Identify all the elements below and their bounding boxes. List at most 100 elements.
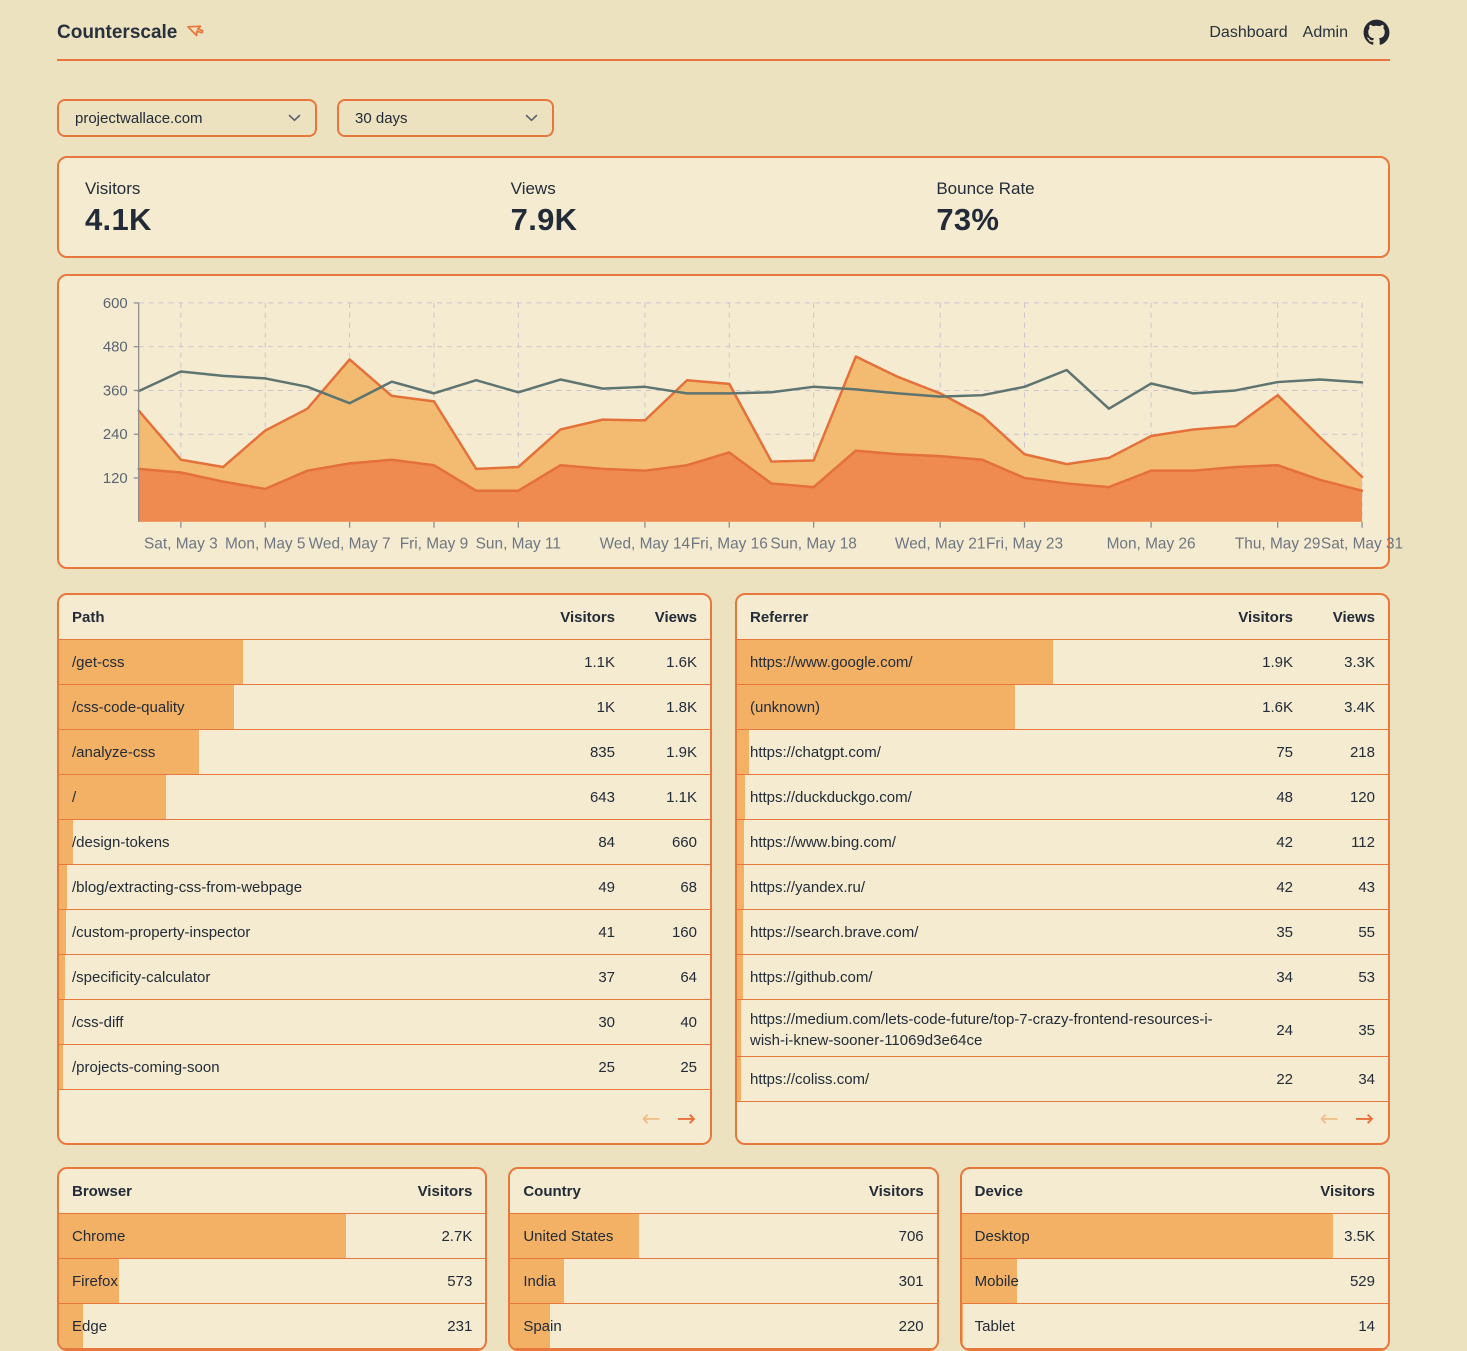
next-page-button[interactable]: →: [1354, 1106, 1374, 1132]
table-row[interactable]: /blog/extracting-css-from-webpage 49 68: [59, 865, 710, 910]
table-row[interactable]: /custom-property-inspector 41 160: [59, 910, 710, 955]
table-row[interactable]: United States 706: [510, 1214, 937, 1259]
row-bar: [59, 955, 65, 999]
bottom-tables-section: Browser Visitors Chrome 2.7K Firefox 573 Edge 2…: [57, 1167, 1390, 1351]
row-label: /: [72, 788, 77, 806]
row-value: 3.4K: [1344, 698, 1375, 716]
table-row[interactable]: /design-tokens 84 660: [59, 820, 710, 865]
table-header-row: Device Visitors: [961, 1169, 1388, 1214]
row-value: 1K: [596, 698, 615, 716]
row-value: 220: [898, 1317, 924, 1335]
row-value: 68: [680, 878, 697, 896]
table-row[interactable]: Desktop 3.5K: [961, 1214, 1388, 1259]
table-row[interactable]: Tablet 14: [961, 1304, 1388, 1349]
prev-page-button[interactable]: ←: [641, 1106, 661, 1132]
table-row[interactable]: /analyze-css 835 1.9K: [59, 730, 710, 775]
row-value: 1.9K: [1262, 653, 1293, 671]
github-link[interactable]: [1363, 19, 1390, 46]
table-row[interactable]: /specificity-calculator 37 64: [59, 955, 710, 1000]
stat-label: Bounce Rate: [936, 179, 1035, 198]
dashboard-page: Counterscale Dashboard Admin projectwall…: [57, 0, 1403, 1351]
row-value: 24: [1276, 1021, 1293, 1039]
column-header-visitors: Visitors: [1320, 1182, 1375, 1200]
nav-dashboard-link[interactable]: Dashboard: [1209, 23, 1288, 41]
table-row[interactable]: https://www.bing.com/42 112: [737, 820, 1388, 865]
row-bar: [510, 1259, 565, 1303]
x-tick-label: Sun, May 11: [476, 536, 561, 553]
table-row[interactable]: /get-css 1.1K 1.6K: [59, 640, 710, 685]
row-value: 25: [598, 1058, 615, 1076]
stat-value: 4.1K: [85, 202, 152, 237]
y-tick-label: 360: [103, 383, 128, 399]
row-value: 75: [1276, 743, 1293, 761]
y-tick-label: 240: [103, 427, 128, 443]
site-select[interactable]: projectwallace.com: [57, 99, 317, 137]
row-value: 1.1K: [584, 653, 615, 671]
cursor-logo-icon: [187, 25, 204, 37]
row-label: United States: [523, 1227, 614, 1245]
row-value: 3.3K: [1344, 653, 1375, 671]
row-bar: [737, 730, 749, 774]
table-row[interactable]: Spain 220: [510, 1304, 937, 1349]
nav-admin-link[interactable]: Admin: [1302, 23, 1348, 41]
row-value: 55: [1358, 923, 1375, 941]
table-row[interactable]: Edge 231: [59, 1304, 486, 1349]
table-header-row: Path Visitors Views: [59, 595, 710, 640]
table-row[interactable]: https://duckduckgo.com/48 120: [737, 775, 1388, 820]
x-tick-label: Wed, May 7: [309, 536, 391, 553]
row-bar: [59, 820, 73, 864]
table-row[interactable]: /css-diff 30 40: [59, 1000, 710, 1045]
row-bar: [59, 640, 243, 684]
table-row[interactable]: https://medium.com/lets-code-future/top-…: [737, 1000, 1388, 1057]
row-value: 30: [598, 1013, 615, 1031]
row-value: 34: [1276, 968, 1293, 986]
visitors-area: [138, 450, 1363, 522]
table-row[interactable]: https://github.com/34 53: [737, 955, 1388, 1000]
app-logo-link[interactable]: Counterscale: [57, 22, 205, 44]
row-value: 1.1K: [666, 788, 697, 806]
next-page-button[interactable]: →: [676, 1106, 696, 1132]
row-value: 22: [1276, 1070, 1293, 1088]
x-tick-label: Thu, May 29: [1235, 536, 1321, 553]
table-row[interactable]: https://www.google.com/1.9K 3.3K: [737, 640, 1388, 685]
stat-value: 73%: [936, 202, 1000, 237]
row-bar: [59, 910, 66, 954]
table-row[interactable]: /css-code-quality 1K 1.8K: [59, 685, 710, 730]
table-row[interactable]: / 643 1.1K: [59, 775, 710, 820]
prev-page-button[interactable]: ←: [1319, 1106, 1339, 1132]
y-tick-label: 120: [103, 471, 128, 487]
x-tick-label: Sun, May 18: [770, 536, 857, 553]
path-table: Path Visitors Views/get-css 1.1K 1.6K/css-co…: [57, 593, 712, 1145]
chevron-down-icon: [525, 114, 538, 122]
app-title: Counterscale: [57, 21, 178, 43]
row-value: 1.6K: [1262, 698, 1293, 716]
row-label: /css-diff: [72, 1013, 124, 1031]
country-table: Country Visitors United States 706 India 301 S…: [508, 1167, 939, 1351]
table-row[interactable]: Mobile 529: [961, 1259, 1388, 1304]
row-value: 1.6K: [666, 653, 697, 671]
stat-label: Views: [510, 179, 556, 198]
row-value: 25: [680, 1058, 697, 1076]
table-row[interactable]: https://chatgpt.com/75 218: [737, 730, 1388, 775]
stat-value: 7.9K: [510, 202, 578, 237]
row-value: 120: [1349, 788, 1375, 806]
trend-line: [137, 368, 1364, 410]
table-row[interactable]: https://yandex.ru/42 43: [737, 865, 1388, 910]
row-bar: [737, 955, 743, 999]
table-row[interactable]: https://search.brave.com/35 55: [737, 910, 1388, 955]
row-value: 1.9K: [666, 743, 697, 761]
row-bar: [737, 640, 1054, 684]
row-bar: [59, 1045, 63, 1089]
table-row[interactable]: India 301: [510, 1259, 937, 1304]
column-header-visitors: Visitors: [417, 1182, 473, 1200]
table-row[interactable]: https://coliss.com/22 34: [737, 1057, 1388, 1102]
date-range-select[interactable]: 30 days: [337, 99, 554, 137]
table-row[interactable]: (unknown) 1.6K 3.4K: [737, 685, 1388, 730]
row-label: https://duckduckgo.com/: [750, 788, 912, 806]
table-row[interactable]: /projects-coming-soon 25 25: [59, 1045, 710, 1090]
row-bar: [59, 865, 67, 909]
column-header-browser: Browser: [72, 1182, 133, 1200]
row-bar: [737, 685, 1015, 729]
table-row[interactable]: Chrome 2.7K: [59, 1214, 486, 1259]
table-row[interactable]: Firefox 573: [59, 1259, 486, 1304]
